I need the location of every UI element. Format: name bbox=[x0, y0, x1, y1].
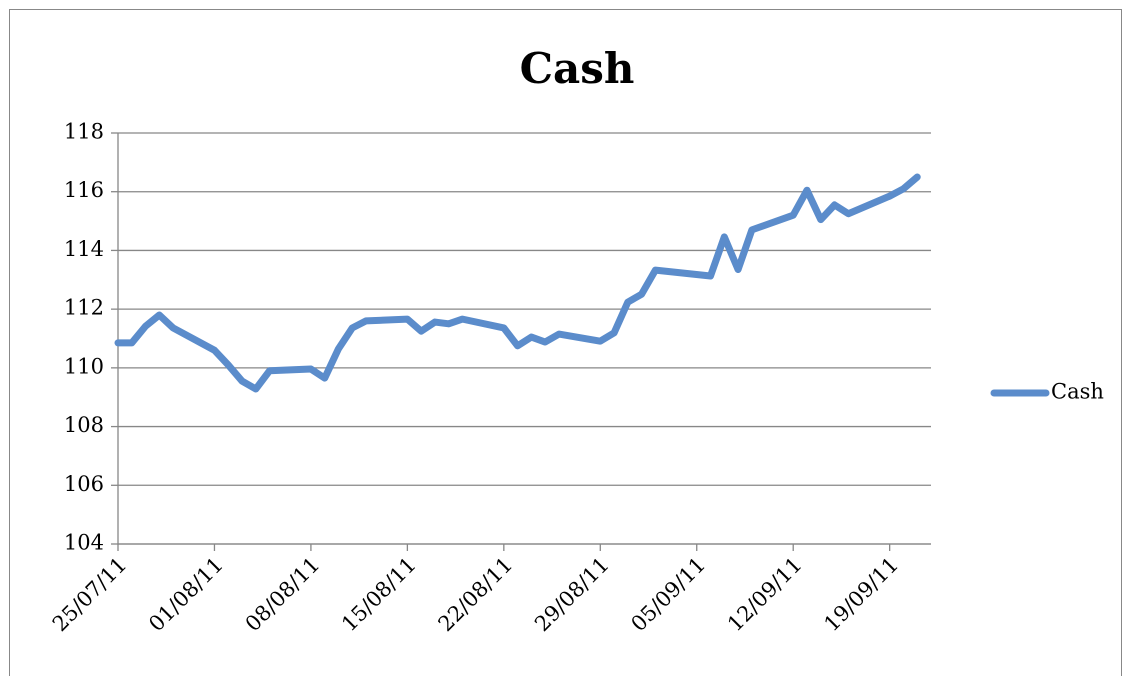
y-tick-label: 104 bbox=[64, 531, 104, 555]
x-tick-label: 22/08/11 bbox=[434, 552, 518, 636]
x-tick-label: 05/09/11 bbox=[626, 552, 710, 636]
x-tick-label: 08/08/11 bbox=[241, 552, 325, 636]
chart-title: Cash bbox=[520, 44, 635, 93]
y-tick-label: 118 bbox=[64, 120, 104, 144]
x-tick-label: 12/09/11 bbox=[723, 552, 807, 636]
x-tick-label: 29/08/11 bbox=[530, 552, 614, 636]
y-tick-label: 112 bbox=[64, 296, 104, 320]
y-tick-label: 108 bbox=[64, 413, 104, 437]
x-tick-label: 25/07/11 bbox=[48, 552, 132, 636]
x-tick-label: 15/08/11 bbox=[337, 552, 421, 636]
y-tick-label: 116 bbox=[64, 178, 104, 202]
chart-border bbox=[9, 9, 1122, 676]
legend-label: Cash bbox=[1051, 380, 1104, 404]
x-tick-label: 19/09/11 bbox=[819, 552, 903, 636]
y-tick-label: 114 bbox=[64, 237, 104, 261]
x-tick-label: 01/08/11 bbox=[144, 552, 228, 636]
line-series bbox=[114, 173, 921, 393]
y-tick-label: 110 bbox=[64, 354, 104, 378]
y-tick-label: 106 bbox=[64, 472, 104, 496]
